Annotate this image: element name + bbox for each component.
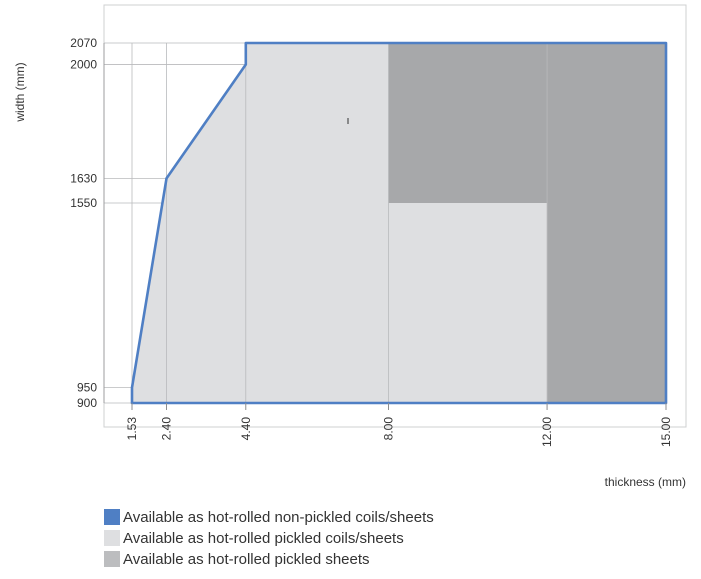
series-outline-1: [130, 41, 668, 405]
x-tick-label: 8.00: [381, 417, 395, 441]
y-tick-label: 2000: [70, 58, 97, 72]
x-tick-label: 2.40: [159, 417, 173, 441]
y-tick-label: 1550: [70, 196, 97, 210]
x-axis-label: thickness (mm): [605, 475, 686, 489]
x-tick-label: 4.40: [239, 417, 253, 441]
x-tick-label: 15.00: [659, 417, 673, 447]
y-tick-label: 1630: [70, 171, 97, 185]
y-tick-label: 2070: [70, 36, 97, 50]
legend-swatch: [104, 509, 120, 525]
y-tick-label: 900: [77, 396, 97, 410]
x-ticks: 1.53 2.40 4.40 8.00 12.00 15.00: [125, 403, 673, 447]
series-region-3: [388, 43, 666, 403]
legend: Available as hot-rolled non-pickled coil…: [104, 509, 434, 568]
legend-label: Available as hot-rolled pickled coils/sh…: [123, 530, 404, 547]
series-region-2: [132, 43, 548, 403]
y-tick-label: 950: [77, 381, 97, 395]
y-axis-label: width (mm): [13, 62, 27, 122]
legend-swatch: [104, 530, 120, 546]
x-tick-label: 12.00: [540, 417, 554, 447]
series-regions: [130, 41, 668, 405]
x-tick-label: 1.53: [125, 417, 139, 441]
legend-label: Available as hot-rolled pickled sheets: [123, 551, 370, 568]
legend-swatch: [104, 551, 120, 567]
legend-label: Available as hot-rolled non-pickled coil…: [123, 509, 434, 526]
